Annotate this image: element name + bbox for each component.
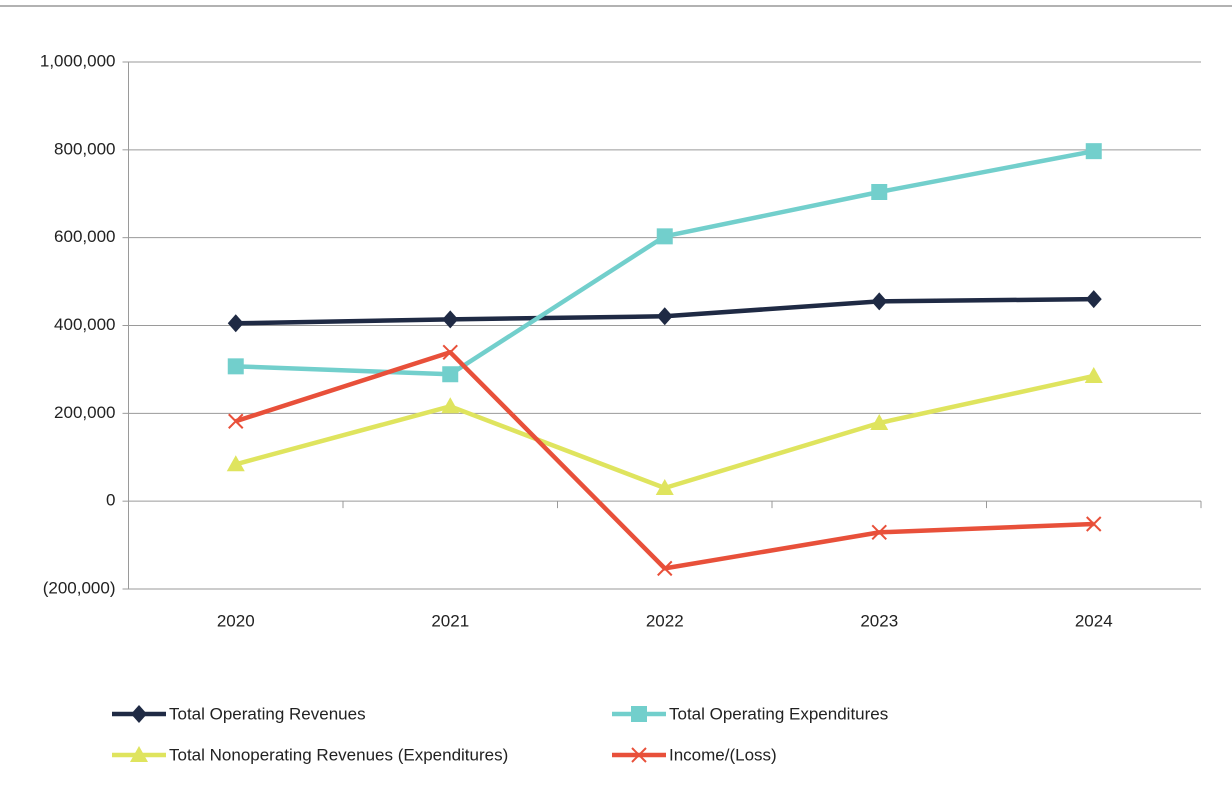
marker-square (227, 358, 244, 375)
y-tick-label: 400,000 (54, 315, 115, 334)
marker-x (657, 560, 673, 577)
y-tick-label: 200,000 (54, 403, 115, 422)
legend-marker (631, 706, 647, 722)
marker-triangle (1084, 367, 1103, 384)
marker-x (228, 413, 244, 429)
y-tick-label: 600,000 (54, 227, 115, 246)
marker-square (656, 228, 673, 245)
x-tick-label: 2021 (431, 611, 469, 630)
legend-marker (130, 746, 148, 762)
marker-triangle (655, 478, 674, 495)
marker-x (442, 344, 458, 360)
marker-square (442, 366, 459, 383)
y-tick-label: (200,000) (43, 578, 116, 597)
legend-marker (131, 705, 147, 723)
marker-square (871, 183, 888, 200)
y-tick-label: 800,000 (54, 139, 115, 158)
marker-x (1086, 516, 1102, 532)
x-tick-label: 2024 (1075, 611, 1113, 630)
legend-label: Total Operating Revenues (169, 704, 366, 723)
series-line (235, 148, 1095, 377)
y-tick-label: 0 (106, 491, 115, 510)
legend-label: Total Nonoperating Revenues (Expenditure… (169, 745, 508, 764)
marker-triangle (441, 397, 460, 414)
legend-marker (631, 747, 647, 763)
marker-diamond (442, 310, 459, 329)
marker-triangle (226, 455, 245, 472)
legend-label: Total Operating Expenditures (669, 704, 888, 723)
legend-label: Income/(Loss) (669, 745, 777, 764)
y-tick-label: 1,000,000 (40, 51, 116, 70)
x-tick-label: 2020 (217, 611, 255, 630)
x-tick-label: 2022 (646, 611, 684, 630)
series-line (235, 373, 1095, 491)
marker-diamond (656, 307, 673, 326)
marker-diamond (871, 292, 888, 311)
marker-diamond (1085, 290, 1102, 309)
marker-x (871, 524, 887, 541)
x-tick-label: 2023 (860, 611, 898, 630)
marker-triangle (870, 413, 889, 430)
marker-diamond (227, 314, 244, 333)
series-line (235, 350, 1094, 571)
marker-square (1085, 143, 1102, 160)
